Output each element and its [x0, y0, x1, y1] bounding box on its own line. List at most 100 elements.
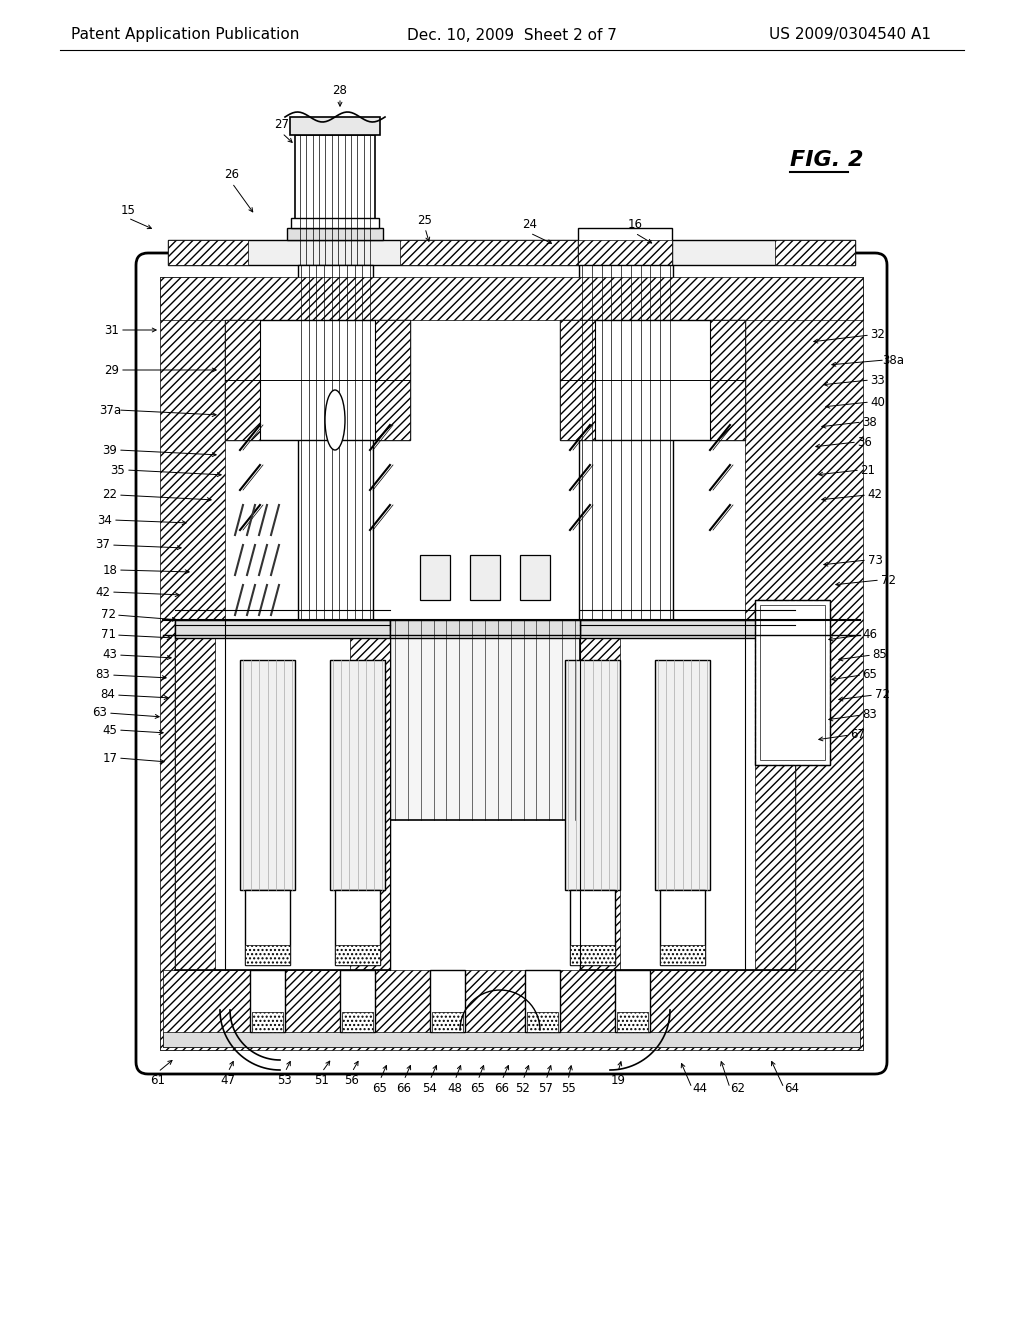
Text: 63: 63 [92, 706, 108, 719]
Text: 47: 47 [220, 1073, 236, 1086]
Text: 61: 61 [151, 1073, 166, 1086]
Bar [775, 240, 855, 265]
Text: 27: 27 [274, 119, 290, 132]
Bar [350, 620, 390, 970]
Text: 42: 42 [95, 586, 111, 598]
Text: 24: 24 [522, 219, 538, 231]
Bar [160, 277, 863, 319]
Bar [755, 601, 830, 766]
Bar [400, 240, 620, 265]
Text: 25: 25 [418, 214, 432, 227]
Bar [245, 945, 290, 965]
Bar [330, 660, 385, 890]
Text: 38a: 38a [882, 354, 904, 367]
Bar [342, 1012, 373, 1032]
Text: 36: 36 [857, 436, 872, 449]
Bar [578, 228, 672, 265]
Bar [580, 620, 795, 638]
Bar [390, 620, 580, 820]
Text: 18: 18 [102, 564, 118, 577]
Bar [291, 218, 379, 228]
Text: 66: 66 [495, 1081, 510, 1094]
Text: 83: 83 [862, 709, 878, 722]
Bar [432, 1012, 463, 1032]
Text: Patent Application Publication: Patent Application Publication [71, 28, 299, 42]
Bar [580, 620, 620, 970]
Bar [755, 620, 795, 970]
Text: 85: 85 [872, 648, 888, 661]
Text: 21: 21 [860, 463, 876, 477]
Bar [430, 970, 465, 1032]
Text: 56: 56 [344, 1073, 359, 1086]
Bar [295, 135, 375, 265]
Bar [580, 620, 795, 970]
Bar [298, 265, 373, 620]
Text: 43: 43 [102, 648, 118, 661]
Bar [240, 660, 295, 890]
Bar [287, 228, 383, 240]
Bar [760, 605, 825, 760]
Text: 29: 29 [104, 363, 120, 376]
Text: 46: 46 [862, 628, 878, 642]
Text: Dec. 10, 2009  Sheet 2 of 7: Dec. 10, 2009 Sheet 2 of 7 [408, 28, 616, 42]
Bar [375, 319, 410, 440]
Text: 72: 72 [874, 689, 890, 701]
Bar [168, 240, 248, 265]
Text: 72: 72 [881, 573, 896, 586]
Bar [420, 554, 450, 601]
Bar [225, 319, 260, 440]
Bar [660, 945, 705, 965]
Bar [527, 1012, 558, 1032]
Bar [250, 970, 285, 1032]
Text: 51: 51 [314, 1073, 330, 1086]
Bar [710, 319, 745, 440]
Text: 15: 15 [121, 203, 135, 216]
Text: 35: 35 [111, 463, 125, 477]
Text: 33: 33 [870, 374, 886, 387]
Text: 62: 62 [730, 1081, 745, 1094]
Bar [655, 660, 710, 890]
Bar [578, 240, 672, 265]
Text: 32: 32 [870, 329, 886, 342]
FancyBboxPatch shape [136, 253, 887, 1074]
Text: 83: 83 [95, 668, 111, 681]
Text: 72: 72 [100, 609, 116, 622]
Bar [168, 240, 855, 265]
Text: 64: 64 [784, 1081, 800, 1094]
Ellipse shape [325, 389, 345, 450]
Text: 66: 66 [396, 1081, 412, 1094]
Text: 34: 34 [97, 513, 113, 527]
Bar [340, 970, 375, 1032]
Text: 22: 22 [102, 488, 118, 502]
Bar [570, 890, 615, 965]
Bar [390, 620, 580, 638]
Bar [617, 1012, 648, 1032]
Text: 65: 65 [373, 1081, 387, 1094]
Bar [520, 554, 550, 601]
Text: 38: 38 [862, 416, 878, 429]
Bar [560, 319, 595, 440]
Bar [160, 277, 225, 1049]
Bar [335, 945, 380, 965]
Text: 44: 44 [692, 1081, 708, 1094]
Bar [175, 620, 215, 970]
Text: 16: 16 [628, 219, 642, 231]
Text: 53: 53 [278, 1073, 293, 1086]
Bar [163, 970, 860, 1047]
Text: 67: 67 [851, 729, 865, 742]
Bar [560, 319, 745, 440]
Text: 73: 73 [867, 553, 883, 566]
Bar [570, 945, 615, 965]
Text: 54: 54 [423, 1081, 437, 1094]
Text: 37: 37 [95, 539, 111, 552]
Bar [175, 620, 390, 970]
Text: 65: 65 [471, 1081, 485, 1094]
Text: 28: 28 [333, 83, 347, 96]
Bar [565, 660, 620, 890]
Bar [335, 890, 380, 965]
Text: 19: 19 [610, 1073, 626, 1086]
Text: 84: 84 [100, 689, 116, 701]
Bar [579, 265, 673, 620]
Bar [290, 117, 380, 135]
Text: 45: 45 [102, 723, 118, 737]
